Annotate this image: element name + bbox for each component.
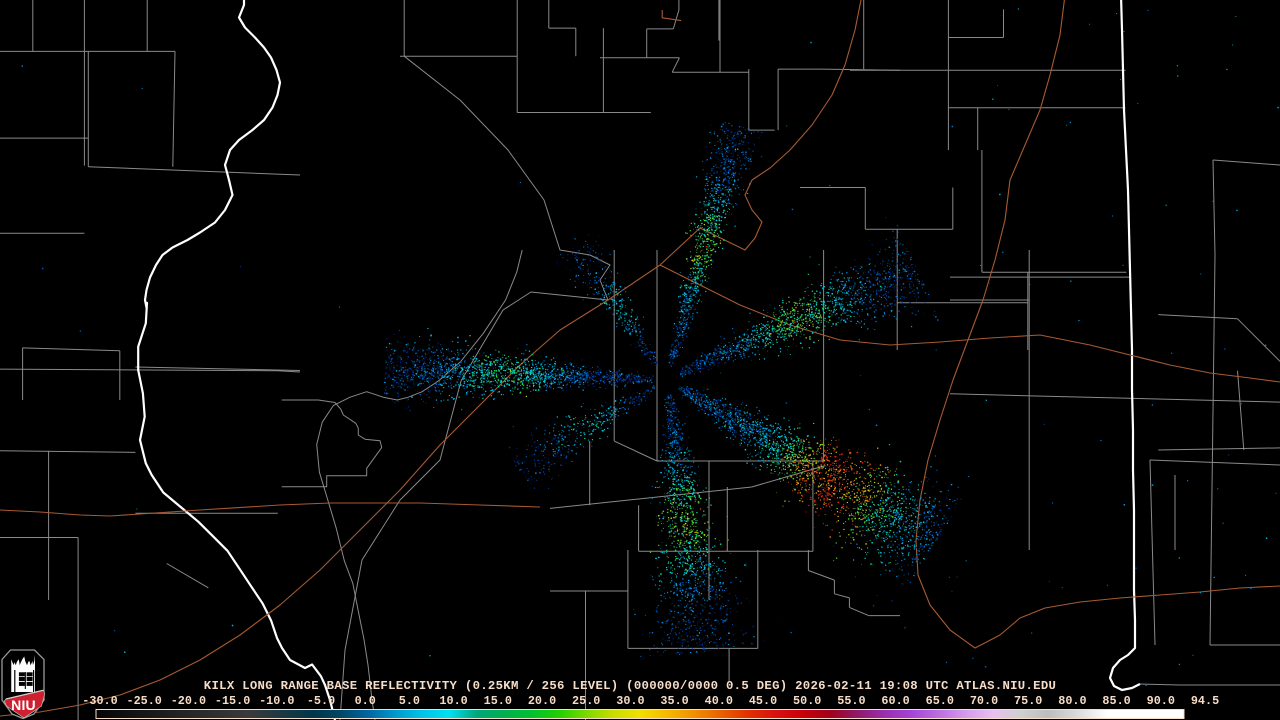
svg-text:-30.0: -30.0 bbox=[82, 694, 117, 708]
svg-text:10.0: 10.0 bbox=[439, 694, 467, 708]
svg-text:-20.0: -20.0 bbox=[171, 694, 206, 708]
svg-text:90.0: 90.0 bbox=[1147, 694, 1175, 708]
svg-text:60.0: 60.0 bbox=[881, 694, 909, 708]
svg-text:15.0: 15.0 bbox=[484, 694, 512, 708]
svg-text:20.0: 20.0 bbox=[528, 694, 556, 708]
svg-text:40.0: 40.0 bbox=[705, 694, 733, 708]
svg-text:94.5: 94.5 bbox=[1191, 694, 1219, 708]
svg-text:30.0: 30.0 bbox=[616, 694, 644, 708]
svg-text:5.0: 5.0 bbox=[399, 694, 420, 708]
svg-text:70.0: 70.0 bbox=[970, 694, 998, 708]
svg-text:-10.0: -10.0 bbox=[259, 694, 294, 708]
svg-text:NIU: NIU bbox=[11, 697, 36, 713]
svg-text:45.0: 45.0 bbox=[749, 694, 777, 708]
svg-text:KILX LONG RANGE BASE REFLECTIV: KILX LONG RANGE BASE REFLECTIVITY (0.25K… bbox=[204, 679, 1056, 693]
svg-text:0.0: 0.0 bbox=[355, 694, 376, 708]
svg-text:25.0: 25.0 bbox=[572, 694, 600, 708]
svg-text:35.0: 35.0 bbox=[660, 694, 688, 708]
svg-text:75.0: 75.0 bbox=[1014, 694, 1042, 708]
svg-text:50.0: 50.0 bbox=[793, 694, 821, 708]
svg-text:80.0: 80.0 bbox=[1058, 694, 1086, 708]
svg-text:-25.0: -25.0 bbox=[126, 694, 161, 708]
svg-text:85.0: 85.0 bbox=[1102, 694, 1130, 708]
svg-text:55.0: 55.0 bbox=[837, 694, 865, 708]
svg-text:-15.0: -15.0 bbox=[215, 694, 250, 708]
svg-text:-5.0: -5.0 bbox=[307, 694, 335, 708]
svg-text:65.0: 65.0 bbox=[926, 694, 954, 708]
